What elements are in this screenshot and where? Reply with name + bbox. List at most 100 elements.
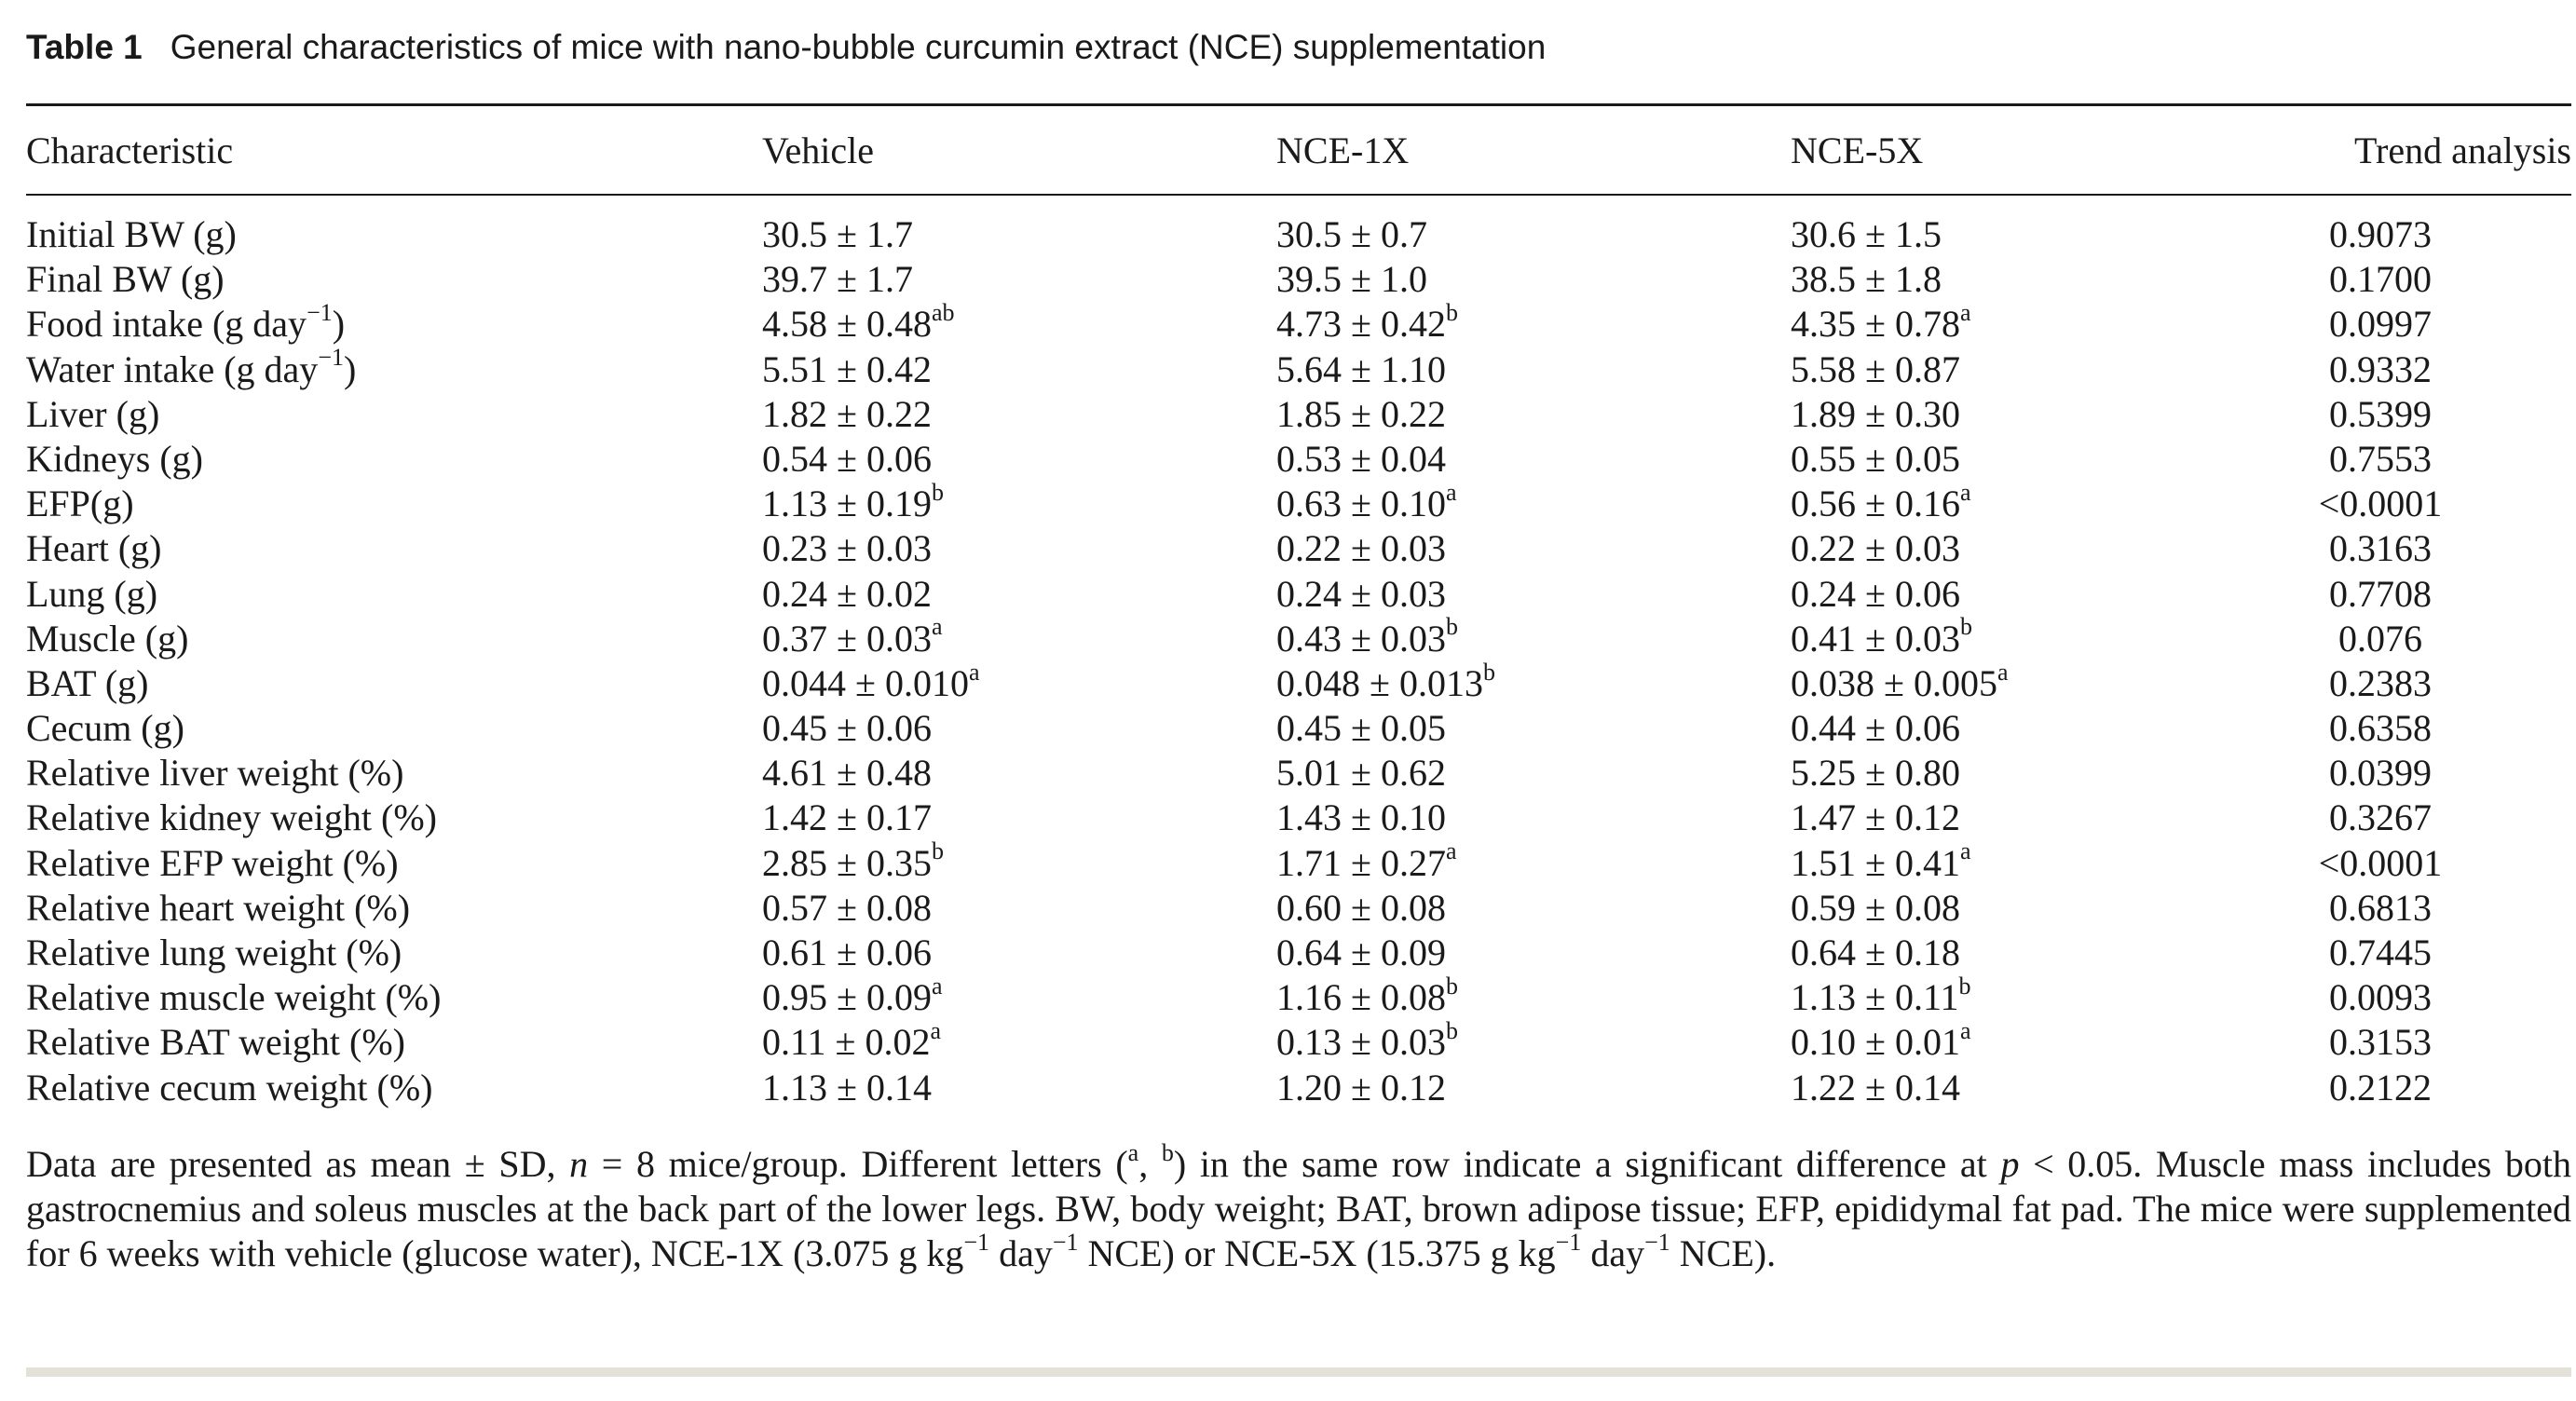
cell-characteristic-value: Relative EFP weight (%): [26, 841, 399, 884]
cell-nce-1x: 30.5 ± 0.7: [1276, 212, 1427, 257]
cell-vehicle-superscript: a: [931, 613, 943, 641]
header-nce-5x: NCE-5X: [1791, 129, 1924, 171]
cell-vehicle: 0.61 ± 0.06: [762, 931, 932, 975]
cell-characteristic-value: Heart (g): [26, 527, 162, 570]
cell-nce-5x-value: 4.35 ± 0.78: [1791, 303, 1960, 346]
cell-characteristic-suffix: ): [332, 303, 346, 346]
table-top-rule: [26, 103, 2571, 106]
cell-nce-5x: 0.10 ± 0.01a: [1791, 1019, 1971, 1065]
cell-trend: 0.5399: [2273, 392, 2487, 437]
cell-vehicle-value: 0.37 ± 0.03: [762, 617, 932, 660]
cell-vehicle-value: 1.42 ± 0.17: [762, 796, 932, 839]
cell-vehicle-value: 0.54 ± 0.06: [762, 437, 932, 480]
cell-vehicle-superscript: ab: [931, 299, 955, 327]
cell-trend-value: 0.0399: [2329, 752, 2432, 795]
cell-trend: 0.0997: [2273, 302, 2487, 347]
cell-nce-5x: 0.41 ± 0.03b: [1791, 615, 1972, 661]
cell-nce-1x: 0.22 ± 0.03: [1276, 526, 1446, 571]
cell-characteristic: Water intake (g day−1): [26, 346, 356, 392]
cell-characteristic-value: Initial BW (g): [26, 213, 237, 255]
cell-nce-5x: 5.58 ± 0.87: [1791, 347, 1960, 392]
cell-nce-5x: 0.22 ± 0.03: [1791, 526, 1960, 571]
table-row: Relative muscle weight (%) 0.95 ± 0.09a 1.…: [26, 972, 2571, 1020]
cell-vehicle: 2.85 ± 0.35b: [762, 839, 944, 886]
cell-nce-1x: 1.20 ± 0.12: [1276, 1066, 1446, 1110]
footnote-p: p: [2000, 1143, 2020, 1185]
cell-nce-5x-value: 1.89 ± 0.30: [1791, 392, 1960, 435]
cell-nce-1x-value: 0.048 ± 0.013: [1276, 661, 1483, 704]
cell-vehicle-value: 2.85 ± 0.35: [762, 841, 932, 884]
cell-characteristic: Heart (g): [26, 526, 161, 571]
cell-nce-1x: 39.5 ± 1.0: [1276, 257, 1427, 302]
footnote-sup: −1: [1052, 1228, 1079, 1256]
cell-trend: 0.3153: [2273, 1020, 2487, 1065]
cell-characteristic-value: Relative liver weight (%): [26, 752, 404, 795]
cell-nce-1x: 5.01 ± 0.62: [1276, 751, 1446, 796]
cell-trend: 0.7445: [2273, 931, 2487, 975]
table-header-rule: [26, 194, 2571, 196]
cell-nce-5x-value: 5.25 ± 0.80: [1791, 752, 1960, 795]
cell-vehicle: 1.42 ± 0.17: [762, 796, 932, 840]
cell-nce-1x: 0.63 ± 0.10a: [1276, 480, 1457, 526]
cell-nce-1x-value: 1.85 ± 0.22: [1276, 392, 1446, 435]
cell-nce-5x: 0.59 ± 0.08: [1791, 886, 1960, 931]
table-row: Relative liver weight (%) 4.61 ± 0.48 5.01…: [26, 751, 2571, 796]
cell-characteristic-value: Relative heart weight (%): [26, 886, 411, 929]
header-trend-analysis: Trend analysis: [2354, 129, 2571, 171]
footnote-text: = 8 mice/group. Different letters (: [588, 1143, 1128, 1185]
cell-vehicle-value: 0.23 ± 0.03: [762, 527, 932, 570]
cell-trend-value: 0.7445: [2329, 932, 2432, 973]
header-nce-1x: NCE-1X: [1276, 129, 1410, 171]
cell-trend: 0.3267: [2273, 796, 2487, 840]
table-row: Cecum (g) 0.45 ± 0.06 0.45 ± 0.05 0.44 ± 0.…: [26, 706, 2571, 751]
cell-nce-5x-value: 1.47 ± 0.12: [1791, 796, 1960, 839]
cell-trend: 0.7708: [2273, 572, 2487, 617]
cell-nce-5x: 4.35 ± 0.78a: [1791, 299, 1971, 347]
cell-trend: 0.9073: [2273, 212, 2487, 257]
footnote-sup: −1: [963, 1228, 990, 1256]
table-row: EFP(g) 1.13 ± 0.19b 0.63 ± 0.10a 0.56 ± 0.1…: [26, 480, 2571, 526]
cell-nce-1x-value: 0.45 ± 0.05: [1276, 707, 1446, 750]
cell-characteristic: Kidneys (g): [26, 437, 203, 482]
footnote-text: NCE).: [1670, 1232, 1777, 1274]
cell-nce-5x: 0.44 ± 0.06: [1791, 706, 1960, 751]
cell-nce-1x: 0.048 ± 0.013b: [1276, 658, 1495, 706]
table-row: Initial BW (g) 30.5 ± 1.7 30.5 ± 0.7 30.6 ±…: [26, 212, 2571, 257]
cell-characteristic: Relative liver weight (%): [26, 751, 403, 796]
cell-vehicle-value: 4.58 ± 0.48: [762, 303, 932, 346]
cell-vehicle-value: 0.044 ± 0.010: [762, 661, 969, 704]
cell-vehicle: 39.7 ± 1.7: [762, 257, 913, 302]
cell-characteristic-value: Cecum (g): [26, 707, 184, 750]
cell-characteristic: Liver (g): [26, 392, 159, 437]
cell-nce-1x-superscript: b: [1482, 658, 1495, 686]
cell-trend: 0.0399: [2273, 751, 2487, 796]
footnote-n: n: [569, 1143, 589, 1185]
cell-trend-value: 0.7553: [2329, 437, 2432, 480]
footnote-text: NCE) or NCE-5X (15.375 g kg: [1078, 1232, 1556, 1274]
cell-nce-1x-value: 4.73 ± 0.42: [1276, 303, 1446, 346]
cell-vehicle: 0.45 ± 0.06: [762, 706, 932, 751]
cell-nce-1x: 1.16 ± 0.08b: [1276, 973, 1458, 1020]
cell-vehicle-value: 1.82 ± 0.22: [762, 392, 932, 435]
cell-trend: <0.0001: [2273, 482, 2487, 526]
cell-trend-value: 0.2383: [2329, 661, 2432, 704]
cell-trend: 0.6358: [2273, 706, 2487, 751]
cell-characteristic: Initial BW (g): [26, 212, 237, 257]
cell-vehicle-value: 0.61 ± 0.06: [762, 932, 932, 973]
cell-characteristic: Relative muscle weight (%): [26, 975, 441, 1020]
cell-nce-5x-value: 1.22 ± 0.14: [1791, 1066, 1960, 1109]
cell-vehicle: 0.24 ± 0.02: [762, 572, 932, 617]
cell-trend: <0.0001: [2273, 841, 2487, 886]
cell-vehicle-value: 1.13 ± 0.14: [762, 1066, 932, 1109]
table-row: Heart (g) 0.23 ± 0.03 0.22 ± 0.03 0.22 ± 0.…: [26, 526, 2571, 571]
cell-nce-5x-value: 0.64 ± 0.18: [1791, 932, 1960, 973]
cell-trend-value: 0.9073: [2329, 213, 2432, 255]
cell-characteristic: Relative cecum weight (%): [26, 1066, 432, 1110]
cell-nce-5x-superscript: a: [1959, 299, 1971, 327]
cell-nce-1x: 0.64 ± 0.09: [1276, 931, 1446, 975]
cell-trend-value: 0.076: [2338, 617, 2422, 660]
cell-trend-value: 0.5399: [2329, 392, 2432, 435]
cell-trend: 0.076: [2273, 617, 2487, 661]
cell-vehicle-superscript: a: [931, 972, 943, 1000]
cell-characteristic-value: Liver (g): [26, 392, 160, 435]
